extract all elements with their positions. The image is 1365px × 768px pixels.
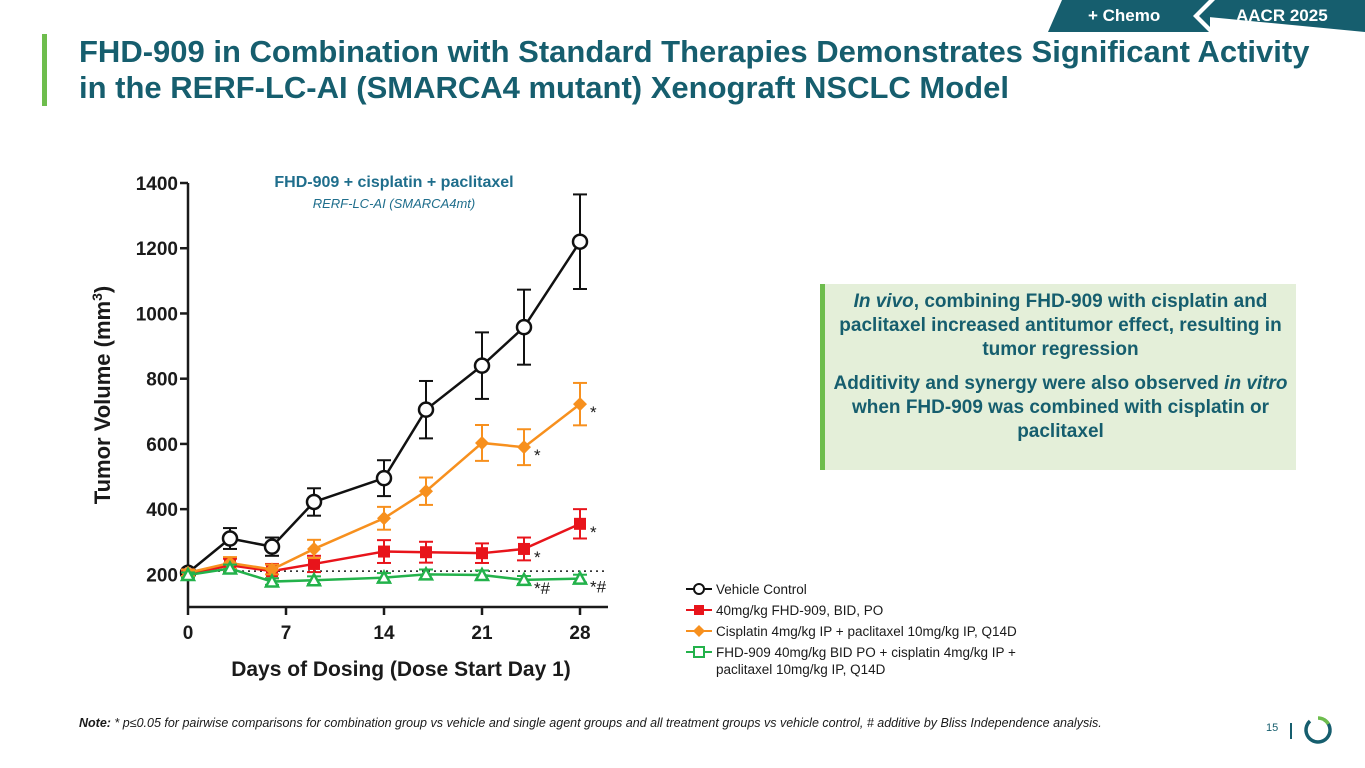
chart-title: FHD-909 + cisplatin + paclitaxel [274, 174, 514, 191]
data-point [263, 538, 281, 555]
data-point [375, 469, 393, 487]
title-accent-bar [42, 34, 47, 106]
data-point [518, 542, 530, 555]
data-point [221, 559, 239, 575]
x-tick-label: 7 [281, 623, 292, 644]
callout-emphasis: in vitro [1224, 373, 1288, 394]
legend-label-line2: paclitaxel 10mg/kg IP, Q14D [716, 662, 886, 677]
footnote-label: Note: [79, 716, 111, 730]
data-point [473, 566, 491, 582]
company-logo-icon [1304, 716, 1332, 744]
legend-label-line1: FHD-909 40mg/kg BID PO + cisplatin 4mg/k… [716, 645, 1016, 660]
chart-axes: 200 400 600 800 1000 1200 1400 0 7 14 21 28 [136, 174, 608, 644]
legend-item-fhd909: 40mg/kg FHD-909, BID, PO [686, 602, 1017, 619]
data-point [515, 318, 533, 336]
footnote-text: * p≤0.05 for pairwise comparisons for co… [110, 716, 1102, 730]
significance-marker: * [590, 403, 597, 422]
data-point [263, 572, 281, 588]
diamond-marker-icon [686, 625, 712, 637]
x-tick-label: 14 [373, 623, 395, 644]
data-point [308, 557, 320, 570]
data-point [221, 530, 239, 547]
y-axis-label-group: Tumor Volume (mm3) [89, 286, 115, 504]
footnote: Note: * p≤0.05 for pairwise comparisons … [79, 715, 1249, 731]
data-point [305, 493, 323, 511]
significance-marker: * [534, 548, 541, 567]
chart-series-group: *****# *# [179, 193, 607, 598]
y-tick-label: 800 [146, 370, 178, 391]
data-point [475, 435, 489, 450]
open-circle-marker-icon [686, 583, 712, 595]
series-0 [179, 193, 589, 582]
callout-text: Additivity and synergy were also observe… [833, 373, 1225, 394]
page-number: 15 [1266, 722, 1279, 734]
data-point [417, 565, 435, 581]
legend-label: Cisplatin 4mg/kg IP + paclitaxel 10mg/kg… [716, 624, 1017, 639]
y-tick-label: 1200 [136, 239, 178, 260]
legend-item-vehicle: Vehicle Control [686, 581, 1017, 598]
legend-item-combo: FHD-909 40mg/kg BID PO + cisplatin 4mg/k… [686, 644, 1017, 678]
y-axis-label-main: Tumor Volume (mm [90, 301, 115, 504]
footer-divider [1290, 723, 1292, 739]
significance-marker: * [534, 446, 541, 465]
y-axis-label: Tumor Volume (mm3) [89, 286, 115, 504]
y-axis-label-sup: 3 [89, 293, 105, 301]
significance-marker: *# [534, 579, 551, 598]
chart-subtitle: RERF-LC-AI (SMARCA4mt) [312, 196, 476, 211]
series-2: ** [181, 381, 597, 580]
significance-marker: *# [590, 578, 607, 597]
x-tick-label: 0 [183, 623, 194, 644]
callout-paragraph-2: Additivity and synergy were also observe… [833, 372, 1288, 444]
y-tick-label: 600 [146, 435, 178, 456]
data-point [375, 569, 393, 584]
y-tick-label: 400 [146, 500, 178, 521]
data-point [476, 547, 488, 560]
x-tick-label: 28 [569, 623, 590, 644]
data-point [265, 562, 279, 577]
y-tick-label: 1400 [136, 174, 178, 195]
data-point [571, 233, 589, 250]
data-point [417, 401, 435, 418]
data-point [305, 571, 323, 587]
data-point [307, 541, 321, 556]
data-point [574, 517, 586, 530]
square-marker-icon [686, 605, 712, 615]
data-point [378, 545, 390, 558]
data-point [419, 484, 433, 499]
legend-label: 40mg/kg FHD-909, BID, PO [716, 603, 884, 618]
y-axis-label-close: ) [90, 286, 115, 293]
data-point [473, 357, 491, 374]
x-tick-label: 21 [471, 623, 493, 644]
data-point [377, 511, 391, 526]
data-point [573, 397, 587, 412]
legend-label: Vehicle Control [716, 582, 807, 597]
series-3: *# *# [179, 559, 607, 598]
data-point [571, 570, 589, 585]
section-tag-chemo: + Chemo [1048, 0, 1210, 32]
significance-marker: * [590, 523, 597, 542]
y-tick-label: 1000 [136, 304, 178, 325]
data-point [179, 566, 197, 582]
data-point [517, 440, 531, 455]
x-axis-label: Days of Dosing (Dose Start Day 1) [231, 658, 571, 681]
callout-paragraph-1: In vivo, combining FHD-909 with cisplati… [833, 290, 1288, 362]
y-tick-label: 200 [146, 565, 178, 586]
data-point [420, 546, 432, 559]
chart-legend: Vehicle Control 40mg/kg FHD-909, BID, PO… [686, 581, 1017, 682]
open-square-marker-icon [686, 646, 712, 658]
data-point [515, 571, 533, 587]
legend-item-chemo: Cisplatin 4mg/kg IP + paclitaxel 10mg/kg… [686, 623, 1017, 640]
callout-text: when FHD-909 was combined with cisplatin… [851, 397, 1270, 442]
page-title: FHD-909 in Combination with Standard The… [79, 34, 1310, 105]
callout-box: In vivo, combining FHD-909 with cisplati… [820, 284, 1296, 470]
callout-emphasis: In vivo [853, 291, 914, 312]
callout-text: , combining FHD-909 with cisplatin and p… [839, 291, 1282, 360]
